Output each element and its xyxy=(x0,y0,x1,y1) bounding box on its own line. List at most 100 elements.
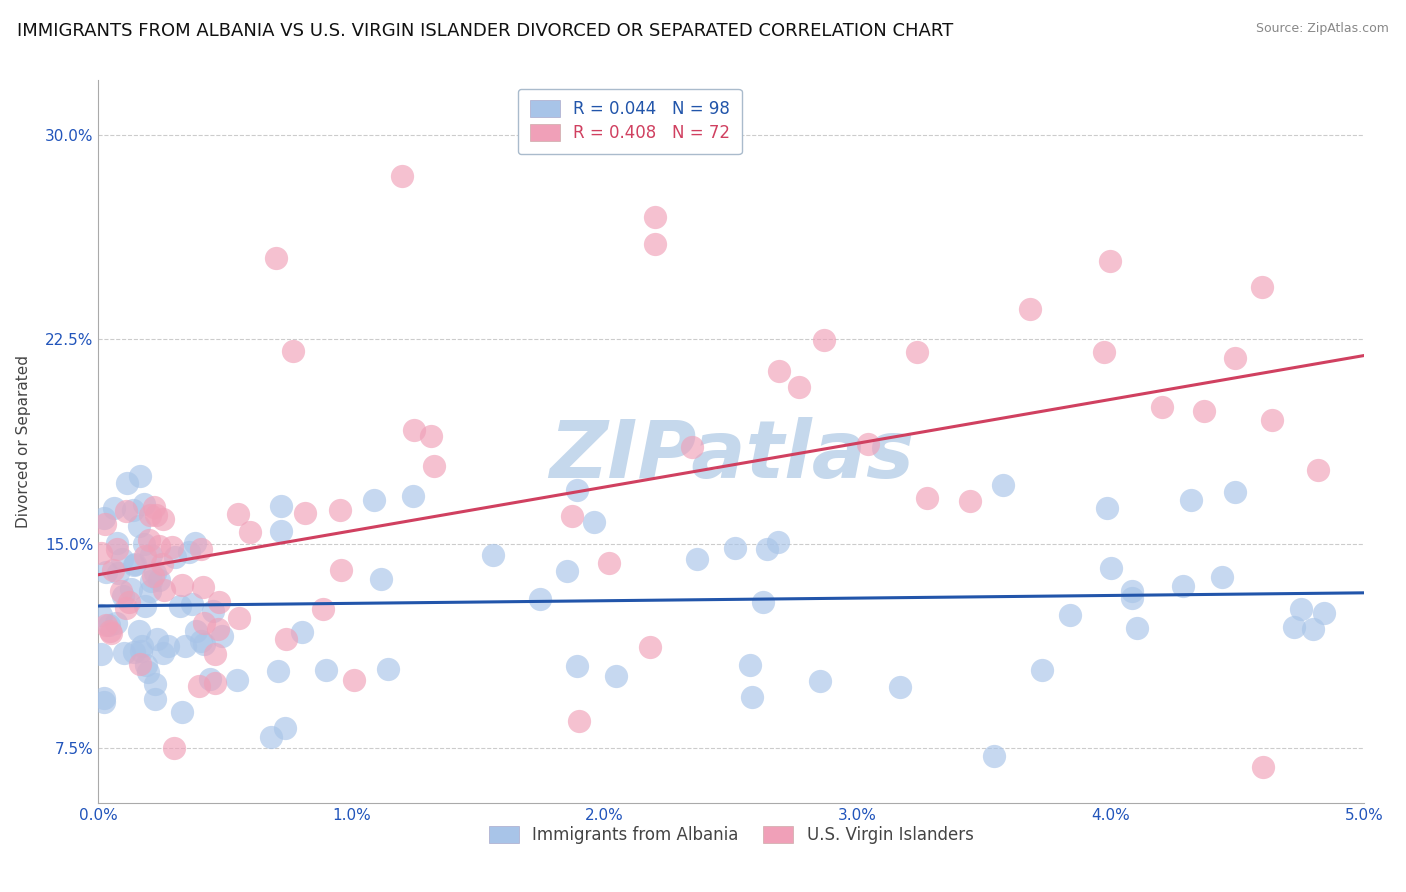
Point xyxy=(181,598,204,612)
Point xyxy=(146,632,169,646)
Point xyxy=(173,639,195,653)
Point xyxy=(169,599,191,613)
Point xyxy=(187,679,209,693)
Point xyxy=(184,624,207,638)
Point xyxy=(122,558,145,573)
Point xyxy=(104,615,127,630)
Point xyxy=(377,662,399,676)
Point xyxy=(402,424,425,438)
Point xyxy=(752,595,775,609)
Point xyxy=(142,568,165,582)
Point xyxy=(193,615,215,630)
Point xyxy=(1173,579,1195,593)
Point xyxy=(121,582,143,596)
Point xyxy=(1223,351,1246,365)
Point xyxy=(1121,583,1143,598)
Point xyxy=(90,608,112,623)
Point xyxy=(1092,344,1115,359)
Point xyxy=(211,629,233,643)
Point xyxy=(94,565,117,579)
Point xyxy=(131,639,153,653)
Point xyxy=(198,672,221,686)
Point xyxy=(190,541,212,556)
Point xyxy=(568,714,591,728)
Point xyxy=(122,645,145,659)
Point xyxy=(100,625,122,640)
Point xyxy=(93,691,115,706)
Point xyxy=(1150,400,1173,414)
Point xyxy=(139,508,162,523)
Point xyxy=(1125,621,1147,635)
Point xyxy=(114,504,136,518)
Point xyxy=(598,557,620,571)
Point xyxy=(208,594,231,608)
Point xyxy=(481,548,503,562)
Point xyxy=(1097,501,1119,516)
Point xyxy=(134,599,156,614)
Point xyxy=(143,566,166,580)
Point xyxy=(768,535,790,549)
Point xyxy=(148,573,170,587)
Point xyxy=(330,563,353,577)
Point xyxy=(274,632,297,647)
Point xyxy=(157,640,180,654)
Point xyxy=(135,658,157,673)
Point xyxy=(138,583,160,598)
Point xyxy=(260,730,283,744)
Point xyxy=(105,536,128,550)
Point xyxy=(583,515,606,529)
Point xyxy=(172,706,194,720)
Point xyxy=(561,509,583,524)
Point xyxy=(529,591,551,606)
Point xyxy=(768,363,790,377)
Point xyxy=(134,549,156,563)
Point xyxy=(787,380,810,394)
Point xyxy=(915,491,938,506)
Point xyxy=(420,428,443,442)
Point xyxy=(90,647,112,661)
Point xyxy=(959,493,981,508)
Point xyxy=(94,516,117,531)
Point xyxy=(1211,570,1233,584)
Text: IMMIGRANTS FROM ALBANIA VS U.S. VIRGIN ISLANDER DIVORCED OR SEPARATED CORRELATIO: IMMIGRANTS FROM ALBANIA VS U.S. VIRGIN I… xyxy=(17,22,953,40)
Point xyxy=(565,483,588,497)
Point xyxy=(741,690,763,704)
Point xyxy=(281,343,304,358)
Point xyxy=(105,541,128,556)
Point xyxy=(202,604,225,618)
Point xyxy=(93,511,115,525)
Point xyxy=(858,437,880,451)
Point xyxy=(204,675,226,690)
Point xyxy=(638,640,661,654)
Point xyxy=(93,695,115,709)
Point xyxy=(142,500,165,514)
Point xyxy=(98,624,121,638)
Point xyxy=(103,501,125,516)
Point xyxy=(905,345,928,359)
Point xyxy=(128,624,150,639)
Text: ZIPatlas: ZIPatlas xyxy=(548,417,914,495)
Point xyxy=(755,541,778,556)
Point xyxy=(128,519,150,533)
Point xyxy=(1194,403,1216,417)
Point xyxy=(889,680,911,694)
Point xyxy=(565,659,588,673)
Point xyxy=(686,552,709,566)
Point xyxy=(228,611,250,625)
Point xyxy=(150,557,173,571)
Point xyxy=(177,545,200,559)
Point xyxy=(94,617,117,632)
Point xyxy=(239,525,262,540)
Point xyxy=(991,478,1014,492)
Point xyxy=(112,646,135,660)
Point xyxy=(138,533,160,547)
Point xyxy=(114,600,136,615)
Point xyxy=(1284,619,1306,633)
Point xyxy=(391,169,413,183)
Point xyxy=(555,564,578,578)
Point xyxy=(329,502,352,516)
Point xyxy=(129,644,152,658)
Point xyxy=(143,691,166,706)
Point xyxy=(184,535,207,549)
Point xyxy=(983,749,1005,764)
